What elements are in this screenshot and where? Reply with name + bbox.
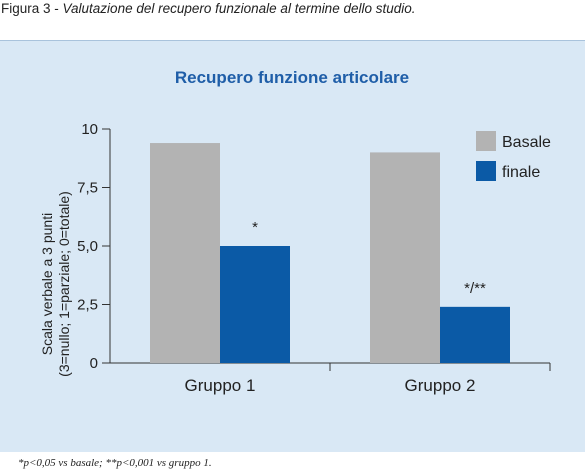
significance-annotation: */** [464, 280, 486, 297]
y-tick-label: 7,5 [77, 180, 98, 197]
figure-caption: Figura 3 - Valutazione del recupero funz… [1, 1, 416, 16]
bar-chart: Recupero funzione articolare Scala verba… [39, 68, 551, 395]
y-axis-label-line-2: (3=nullo; 1=parziale; 0=totale) [56, 191, 72, 377]
y-axis-label: Scala verbale a 3 punti (3=nullo; 1=parz… [39, 191, 72, 377]
chart-panel: Recupero funzione articolare Scala verba… [0, 40, 585, 469]
x-category-label: Gruppo 2 [405, 376, 476, 395]
significance-annotation: * [252, 219, 258, 236]
caption-text: Valutazione del recupero funzionale al t… [62, 1, 416, 16]
y-tick-label: 2,5 [77, 297, 98, 314]
chart-title: Recupero funzione articolare [175, 68, 409, 87]
legend-swatch-finale [476, 161, 496, 181]
bar-basale-gruppo-2 [370, 152, 440, 363]
x-category-label: Gruppo 1 [185, 376, 256, 395]
bar-finale-gruppo-2 [440, 306, 510, 363]
legend-swatch-basale [476, 131, 496, 151]
y-tick-label: 0 [90, 355, 98, 372]
legend-label-finale: finale [502, 164, 540, 181]
y-tick-label: 5,0 [77, 238, 98, 255]
legend-label-basale: Basale [502, 134, 551, 151]
plot-area: 0 2,5 5,0 7,5 10 Gruppo 1 Gruppo 2 * */** Basale f… [77, 121, 551, 395]
bar-basale-gruppo-1 [150, 143, 220, 363]
y-tick-label: 10 [81, 121, 98, 138]
bar-finale-gruppo-1 [220, 246, 290, 363]
caption-prefix: Figura 3 - [1, 1, 63, 16]
footnote: *p<0,05 vs basale; **p<0,001 vs gruppo 1… [18, 457, 212, 469]
y-axis-label-line-1: Scala verbale a 3 punti [39, 213, 55, 355]
